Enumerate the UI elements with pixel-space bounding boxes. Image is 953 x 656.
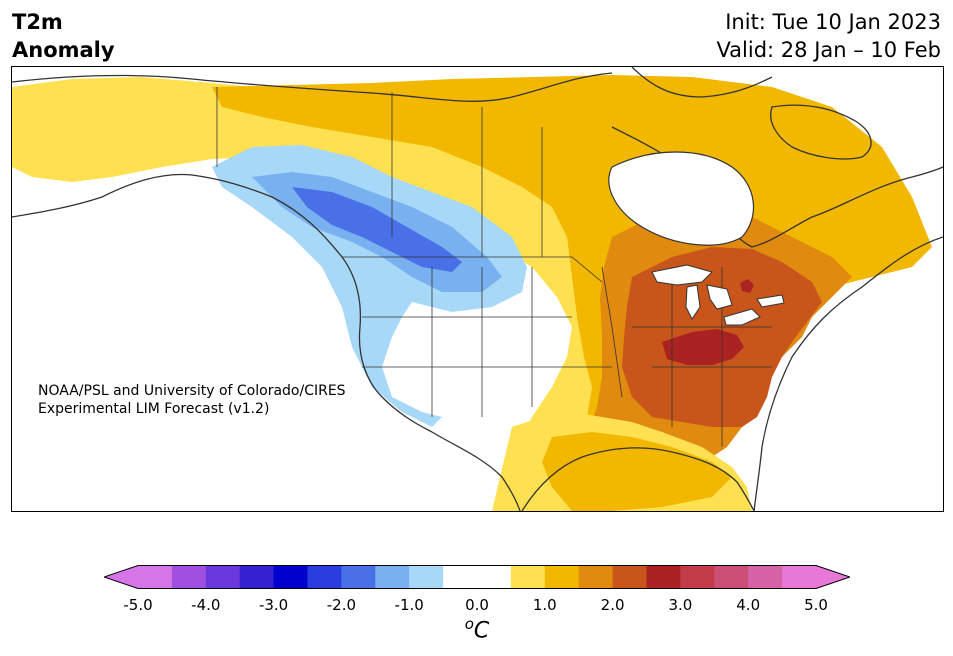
title-line-1: T2m [12, 10, 63, 34]
colorbar-tick-label: -4.0 [191, 596, 221, 614]
colorbar-segment [307, 565, 342, 589]
colorbar-segment [646, 565, 681, 589]
colorbar-segment [375, 565, 410, 589]
colorbar-tick-label: 3.0 [668, 596, 693, 614]
anomaly-map [11, 66, 944, 512]
colorbar-segment [443, 565, 478, 589]
colorbar [104, 565, 850, 589]
unit-base: C [473, 618, 490, 644]
colorbar-segment [477, 565, 512, 589]
anomaly-canada-orange [212, 75, 932, 511]
colorbar-ticks: -5.0 -4.0 -3.0 -2.0 -1.0 0.0 1.0 2.0 3.0 4.0 5.0 [104, 596, 850, 616]
colorbar-tick-label: -5.0 [123, 596, 153, 614]
colorbar-segment [612, 565, 647, 589]
colorbar-tick-label: 5.0 [804, 596, 828, 614]
colorbar-max-extend [816, 565, 850, 589]
anomaly-alaska-yellow [12, 77, 612, 511]
credit-line-1: NOAA/PSL and University of Colorado/CIRE… [38, 383, 346, 399]
anomaly-ontario-warm5 [740, 279, 754, 293]
colorbar-tick-label: -2.0 [326, 596, 357, 614]
anomaly-west-cool1 [212, 145, 527, 427]
colorbar-segment [171, 565, 207, 589]
colorbar-segment [510, 565, 546, 589]
colorbar-tick-label: -3.0 [258, 596, 289, 614]
colorbar-segment [205, 565, 241, 589]
title-line-2: Anomaly [12, 38, 115, 62]
colorbar-segment [138, 565, 173, 589]
colorbar-tick-label: 2.0 [600, 596, 625, 614]
hudson-bay [608, 151, 755, 246]
colorbar-tick-label: 0.0 [465, 596, 489, 614]
great-lakes [651, 264, 785, 326]
init-date: Init: Tue 10 Jan 2023 [725, 10, 941, 34]
anomaly-gulf-orange [542, 432, 732, 511]
colorbar-unit: oC [460, 615, 494, 643]
forecast-dates: Init: Tue 10 Jan 2023 Valid: 28 Jan – 10… [716, 8, 941, 64]
colorbar-segment [273, 565, 308, 589]
anomaly-ohio-warm5 [662, 329, 744, 365]
colorbar-segment [748, 565, 783, 589]
colorbar-segment [544, 565, 580, 589]
colorbar-segment [578, 565, 614, 589]
anomaly-west-cool3 [292, 187, 462, 272]
credit-line-2: Experimental LIM Forecast (v1.2) [38, 401, 270, 417]
colorbar-tick-label: 4.0 [736, 596, 761, 614]
colorbar-segment [680, 565, 715, 589]
valid-dates: Valid: 28 Jan – 10 Feb [716, 38, 941, 62]
colorbar-segment [239, 565, 275, 589]
colorbar-segment [341, 565, 376, 589]
colorbar-segment [782, 565, 817, 589]
colorbar-tick-label: 1.0 [532, 596, 557, 614]
colorbar-tick-label: -1.0 [394, 596, 424, 614]
unit-superscript: o [464, 615, 474, 633]
credit-text: NOAA/PSL and University of Colorado/CIRE… [38, 382, 346, 418]
colorbar-segment [409, 565, 444, 589]
coastlines [12, 67, 943, 511]
map-svg [12, 67, 943, 511]
colorbar-segment [714, 565, 749, 589]
colorbar-min-extend [104, 565, 138, 589]
map-title: T2m Anomaly [12, 8, 115, 64]
colorbar-outline [104, 565, 850, 589]
